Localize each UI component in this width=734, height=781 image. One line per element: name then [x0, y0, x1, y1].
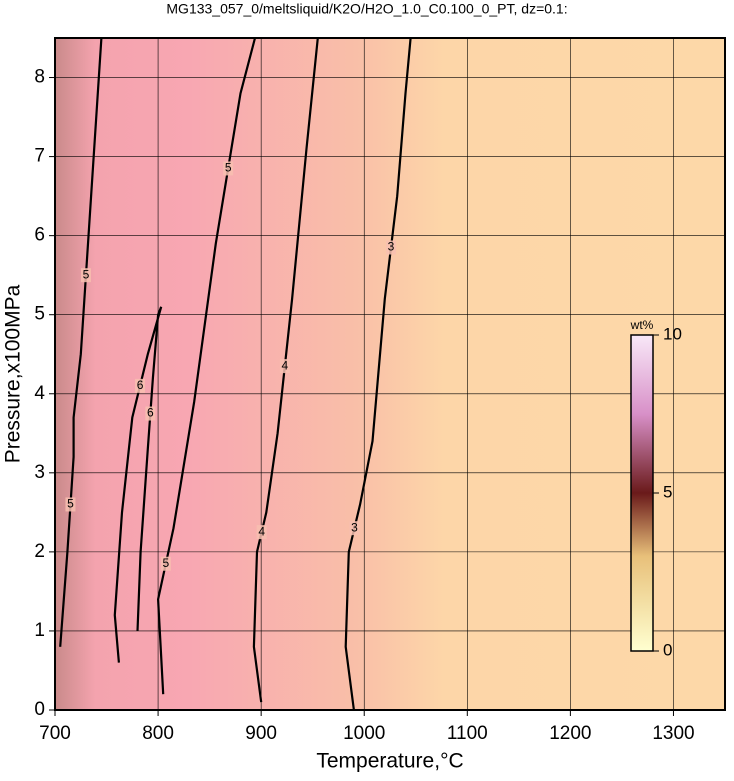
contour-label-bg [160, 556, 171, 571]
contour-field [55, 38, 725, 710]
contour-line [113, 306, 163, 663]
x-tick-label: 1200 [549, 723, 591, 744]
contour-label: 6 [147, 406, 154, 420]
contour-label-bg [256, 525, 267, 540]
contour-label-bg [349, 521, 360, 536]
colorbar-tick-label: 5 [663, 482, 672, 501]
contour-line [156, 37, 257, 695]
x-tick-label: 800 [142, 723, 174, 744]
y-tick-label: 3 [34, 462, 45, 483]
contour-label-bg [386, 240, 397, 255]
y-tick-label: 8 [34, 67, 45, 88]
plot-frame [54, 37, 726, 711]
contour-label: 5 [225, 161, 232, 175]
y-tick-label: 2 [34, 541, 45, 562]
contour-label-bg [135, 378, 146, 393]
x-tick-label: 1100 [447, 723, 488, 744]
contour-label-bg [223, 161, 234, 176]
contour-label: 5 [162, 556, 169, 570]
y-tick-label: 0 [34, 699, 45, 720]
contour-label-bg [80, 268, 91, 283]
contour-line [252, 37, 319, 703]
contour-label: 4 [258, 524, 265, 538]
colorbar-tick-label: 0 [663, 640, 672, 659]
x-tick-label: 900 [245, 723, 277, 744]
y-tick-label: 6 [34, 225, 45, 246]
chart-title: MG133_057_0/meltsliquid/K2O/H2O_1.0_C0.1… [166, 1, 567, 17]
y-axis-label: Pressure,x100MPa [2, 284, 25, 463]
x-tick-label: 700 [39, 723, 71, 744]
colorbar [630, 334, 654, 652]
contour-label: 3 [388, 240, 395, 254]
contour-line [59, 37, 103, 647]
contour-label: 6 [137, 378, 144, 392]
colorbar-label: wt% [630, 318, 654, 332]
contour-line [344, 37, 412, 711]
contour-label-bg [145, 406, 156, 421]
contour-label: 4 [282, 358, 289, 372]
y-tick-label: 5 [34, 304, 45, 325]
x-tick-label: 1000 [343, 723, 385, 744]
contour-label-bg [65, 497, 76, 512]
y-tick-label: 7 [34, 146, 45, 167]
contour-label-bg [279, 359, 290, 374]
contour-label: 3 [351, 520, 358, 534]
y-tick-label: 4 [34, 383, 45, 404]
colorbar-tick-label: 10 [663, 324, 682, 343]
y-tick-label: 1 [34, 620, 45, 641]
contour-label: 5 [83, 267, 90, 281]
x-tick-label: 1300 [652, 723, 694, 744]
contour-label: 5 [67, 497, 74, 511]
x-axis-label: Temperature,°C [316, 750, 463, 773]
